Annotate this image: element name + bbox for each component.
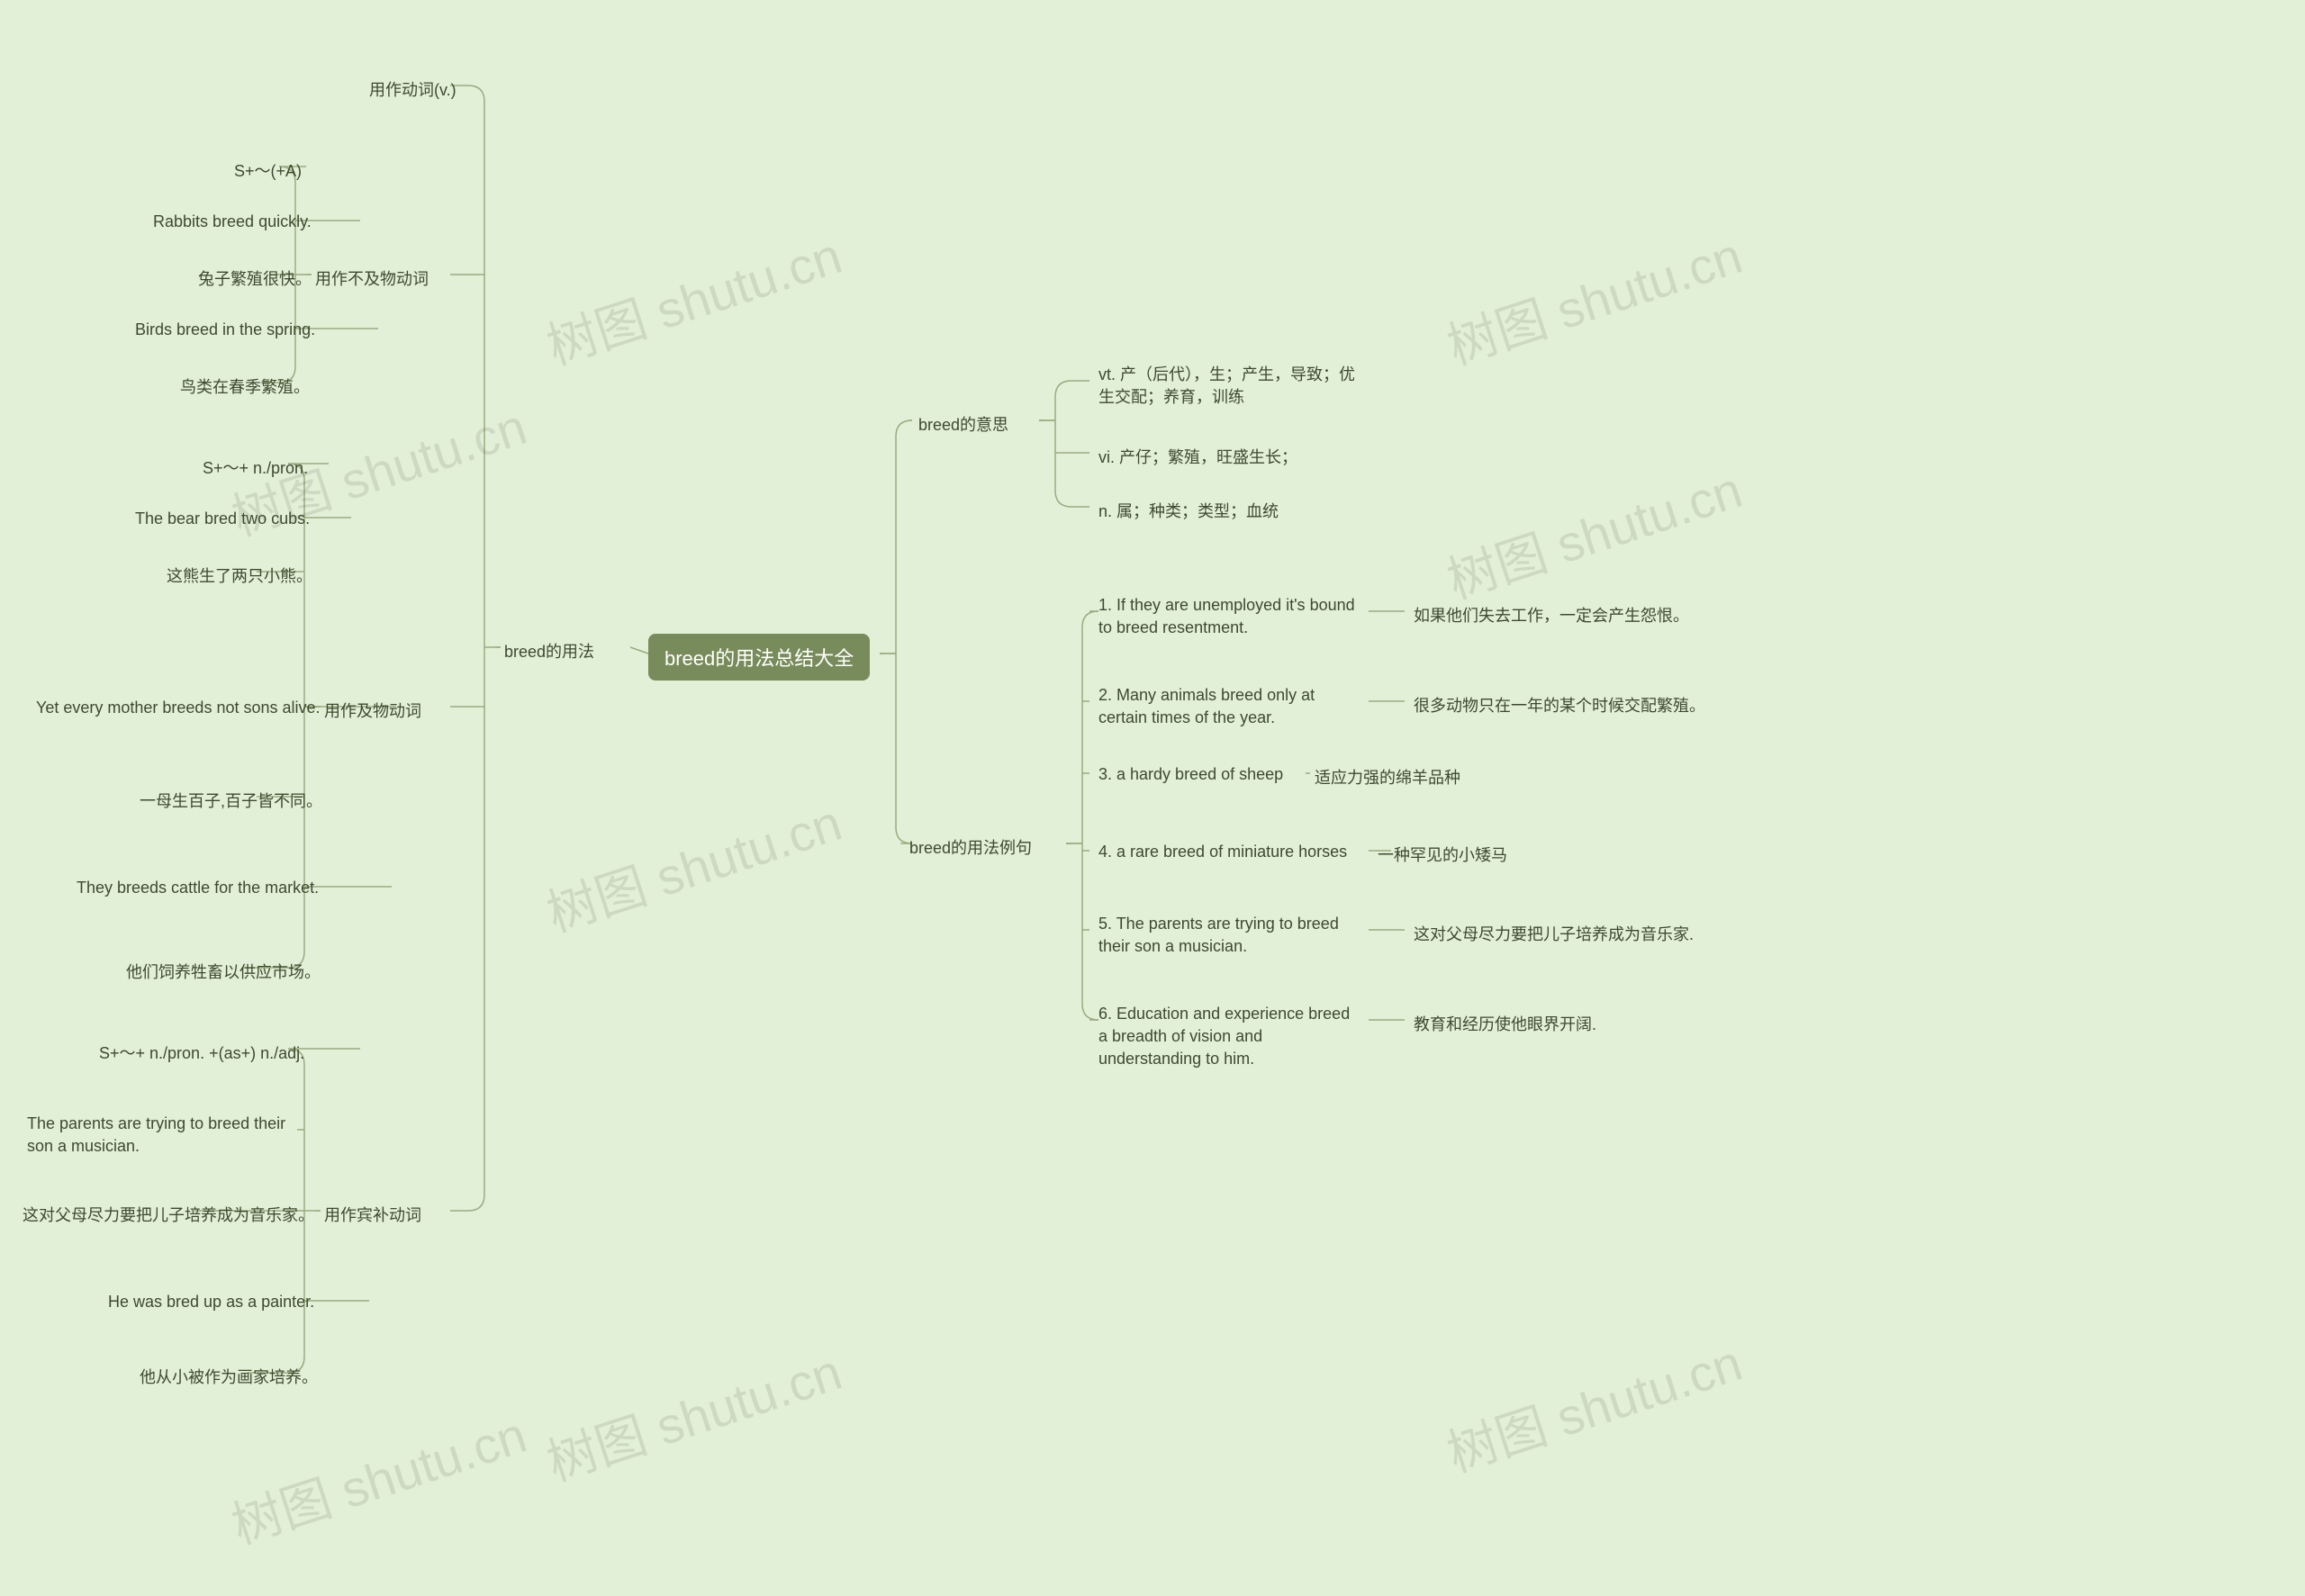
mindmap-node: 教育和经历使他眼界开阔. [1405,1006,1605,1041]
mindmap-node: 用作不及物动词 [306,261,438,295]
mindmap-node: 1. If they are unemployed it's bound to … [1089,589,1369,645]
mindmap-node: He was bred up as a painter. [99,1287,323,1317]
mindmap-node: 这对父母尽力要把儿子培养成为音乐家。 [14,1197,323,1231]
mindmap-node: 用作宾补动词 [315,1197,430,1231]
mindmap-node: 他从小被作为画家培养。 [131,1359,327,1393]
watermark: 树图 shutu.cn [537,783,850,947]
mindmap-node: Yet every mother breeds not sons alive. [27,693,330,723]
mindmap-node: 2. Many animals breed only at certain ti… [1089,679,1369,735]
mindmap-node: Birds breed in the spring. [126,315,324,345]
mindmap-node: 这对父母尽力要把儿子培养成为音乐家. [1405,916,1703,951]
mindmap-node: 5. The parents are trying to breed their… [1089,907,1369,963]
mindmap-node: 他们饲养牲畜以供应市场。 [117,954,330,988]
mindmap-node: The parents are trying to breed their so… [18,1107,297,1163]
mindmap-node: S+～+ n./pron. +(as+) n./adj. [90,1035,313,1069]
connector-layer [0,0,2305,1596]
mindmap-node: vt. 产（后代），生；产生，导致；优生交配；养育，训练 [1089,358,1369,414]
mindmap-node: vi. 产仔；繁殖，旺盛生长； [1089,439,1306,473]
watermark: 树图 shutu.cn [1437,450,1750,614]
mindmap-node: 兔子繁殖很快。 [189,261,321,295]
watermark: 树图 shutu.cn [1437,1323,1750,1487]
mindmap-node: 用作动词(v.) [360,72,466,106]
watermark: 树图 shutu.cn [221,1395,535,1559]
mindmap-node: 如果他们失去工作，一定会产生怨恨。 [1405,598,1698,632]
mindmap-node: 用作及物动词 [315,693,430,727]
mindmap-node: 6. Education and experience breed a brea… [1089,997,1369,1077]
mindmap-node: breed的用法总结大全 [648,634,870,681]
mindmap-node: The bear bred two cubs. [126,504,319,534]
mindmap-node: They breeds cattle for the market. [68,873,328,903]
mindmap-node: Rabbits breed quickly. [144,207,321,237]
mindmap-node: S+～+ n./pron. [194,450,317,484]
watermark: 树图 shutu.cn [1437,216,1750,380]
watermark: 树图 shutu.cn [537,1332,850,1496]
mindmap-node: breed的用法 [495,634,603,668]
mindmap-node: 4. a rare breed of miniature horses [1089,837,1356,867]
mindmap-node: 适应力强的绵羊品种 [1306,760,1469,794]
mindmap-node: 鸟类在春季繁殖。 [171,369,319,403]
mindmap-node: 3. a hardy breed of sheep [1089,760,1292,789]
mindmap-node: n. 属；种类；类型；血统 [1089,493,1288,527]
mindmap-node: 一种罕见的小矮马 [1369,837,1516,871]
mindmap-node: 这熊生了两只小熊。 [158,558,321,592]
mindmap-node: 很多动物只在一年的某个时候交配繁殖。 [1405,688,1714,722]
mindmap-node: breed的意思 [909,407,1017,441]
watermark: 树图 shutu.cn [537,216,850,380]
mindmap-node: breed的用法例句 [900,830,1041,864]
mindmap-node: S+～(+A) [225,153,311,187]
mindmap-node: 一母生百子,百子皆不同。 [131,783,331,817]
